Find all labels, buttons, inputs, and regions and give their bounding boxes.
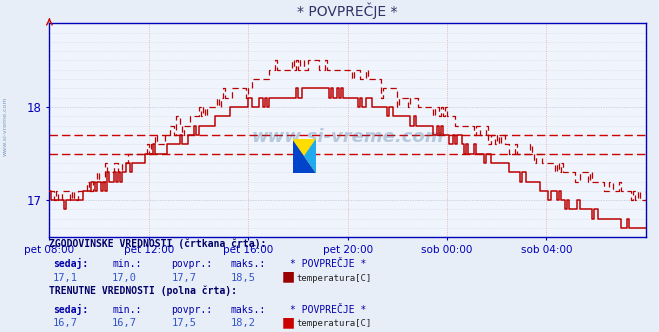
Text: TRENUTNE VREDNOSTI (polna črta):: TRENUTNE VREDNOSTI (polna črta): <box>49 286 237 296</box>
Text: 17,7: 17,7 <box>171 273 196 283</box>
Text: sedaj:: sedaj: <box>53 304 88 315</box>
Text: 18,2: 18,2 <box>231 318 256 328</box>
Text: ZGODOVINSKE VREDNOSTI (črtkana črta):: ZGODOVINSKE VREDNOSTI (črtkana črta): <box>49 239 267 249</box>
Text: min.:: min.: <box>112 259 142 269</box>
Text: ■: ■ <box>282 315 295 329</box>
Text: 18,5: 18,5 <box>231 273 256 283</box>
Text: maks.:: maks.: <box>231 259 266 269</box>
Text: 16,7: 16,7 <box>53 318 78 328</box>
Text: 17,1: 17,1 <box>53 273 78 283</box>
Polygon shape <box>293 139 316 173</box>
Text: temperatura[C]: temperatura[C] <box>297 319 372 328</box>
Text: povpr.:: povpr.: <box>171 305 212 315</box>
Text: 16,7: 16,7 <box>112 318 137 328</box>
Polygon shape <box>304 139 316 173</box>
Text: sedaj:: sedaj: <box>53 258 88 269</box>
Text: * POVPREČJE *: * POVPREČJE * <box>290 259 366 269</box>
Text: maks.:: maks.: <box>231 305 266 315</box>
Text: povpr.:: povpr.: <box>171 259 212 269</box>
Title: * POVPREČJE *: * POVPREČJE * <box>297 3 398 19</box>
Polygon shape <box>293 139 316 173</box>
Text: * POVPREČJE *: * POVPREČJE * <box>290 305 366 315</box>
Text: www.si-vreme.com: www.si-vreme.com <box>251 128 444 146</box>
Text: www.si-vreme.com: www.si-vreme.com <box>3 96 8 156</box>
Text: temperatura[C]: temperatura[C] <box>297 274 372 283</box>
Text: min.:: min.: <box>112 305 142 315</box>
Text: ■: ■ <box>282 270 295 284</box>
Text: 17,5: 17,5 <box>171 318 196 328</box>
Text: 17,0: 17,0 <box>112 273 137 283</box>
